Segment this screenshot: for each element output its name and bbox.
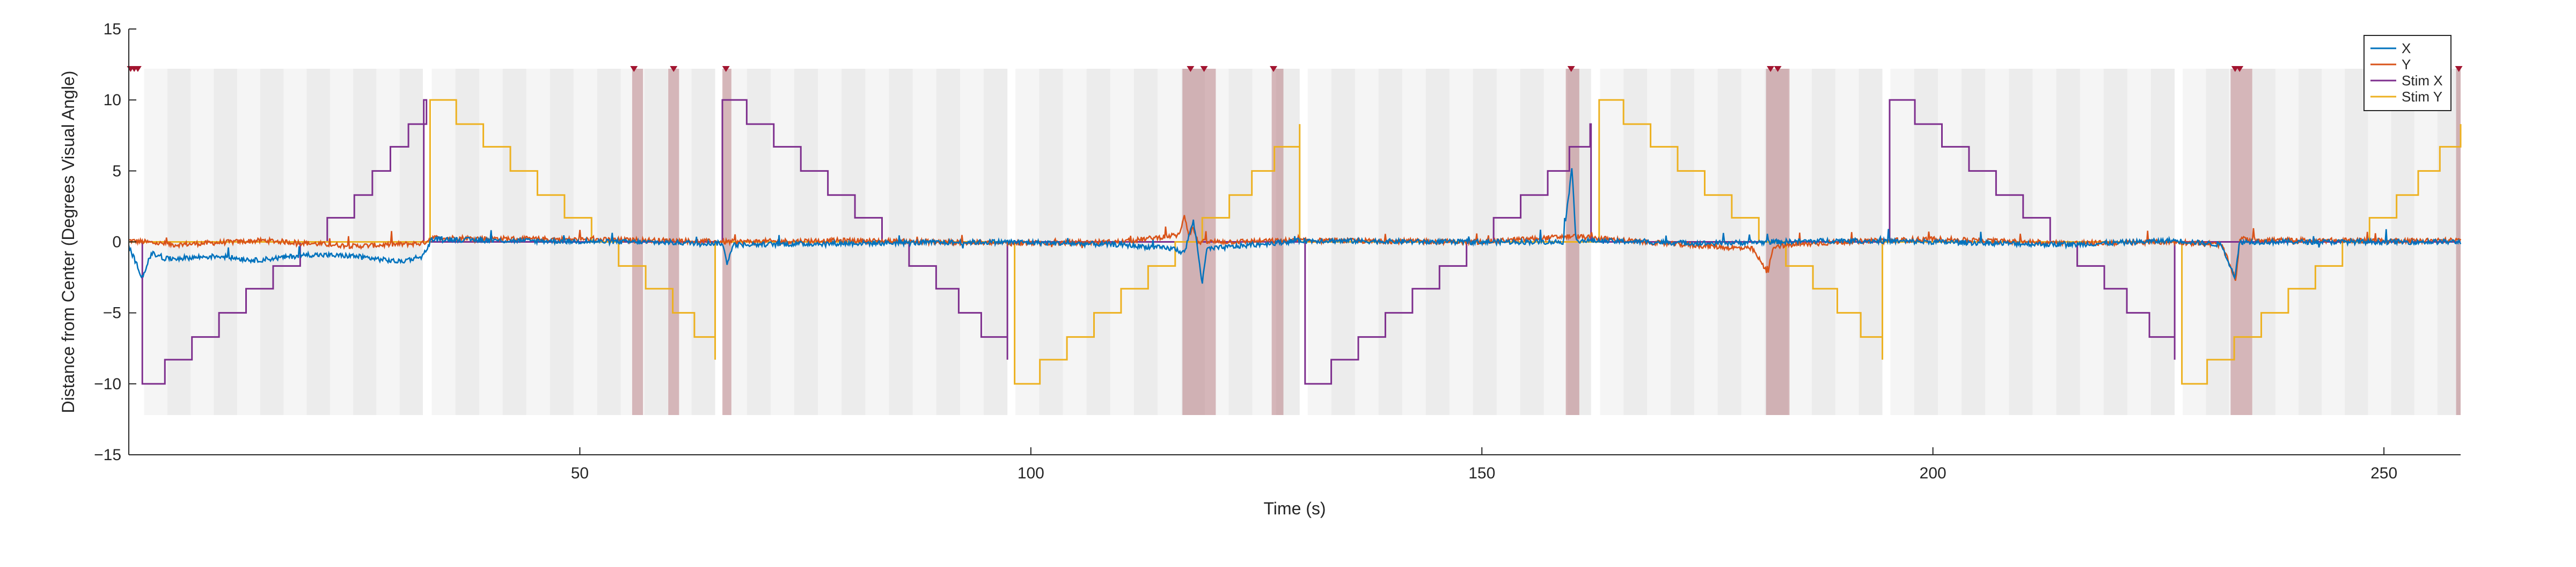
y-tick-label: −15 — [94, 446, 121, 464]
y-tick-label: 0 — [112, 234, 121, 251]
blink-marker — [2236, 66, 2244, 72]
legend-label: X — [2402, 40, 2411, 56]
y-tick-label: −5 — [103, 304, 121, 322]
blink-marker — [2455, 66, 2463, 72]
x-tick-label: 250 — [2370, 464, 2397, 482]
x-tick-label: 150 — [1468, 464, 1495, 482]
blink-marker — [630, 66, 638, 72]
x-tick-label: 50 — [571, 464, 589, 482]
y-axis-label: Distance from Center (Degrees Visual Ang… — [58, 71, 78, 413]
series-stim-y — [129, 99, 2462, 385]
axes: −15 −10 −5 0 5 10 15 50 100 150 200 250 — [94, 20, 2461, 482]
blink-marker — [1187, 66, 1195, 72]
series-x — [128, 168, 2462, 284]
y-tick-label: 5 — [112, 162, 121, 180]
blink-marker — [722, 66, 730, 72]
y-tick-label: 15 — [104, 20, 121, 38]
x-tick-label: 100 — [1018, 464, 1044, 482]
blink-marker — [1200, 66, 1208, 72]
y-tick-label: −10 — [94, 375, 121, 393]
blink-marker-layer — [127, 66, 2463, 72]
blink-marker — [1270, 66, 1277, 72]
y-tick-label: 10 — [104, 91, 121, 109]
x-axis-label: Time (s) — [1263, 499, 1326, 518]
blink-marker — [1567, 66, 1575, 72]
blink-marker — [134, 66, 142, 72]
series-layer — [128, 99, 2462, 385]
blink-marker — [1767, 66, 1775, 72]
blink-marker — [1774, 66, 1782, 72]
blink-marker — [670, 66, 678, 72]
x-tick-label: 200 — [1920, 464, 1946, 482]
legend-label: Y — [2402, 56, 2411, 72]
legend-label: Stim X — [2402, 72, 2443, 89]
legend-label: Stim Y — [2402, 89, 2442, 105]
